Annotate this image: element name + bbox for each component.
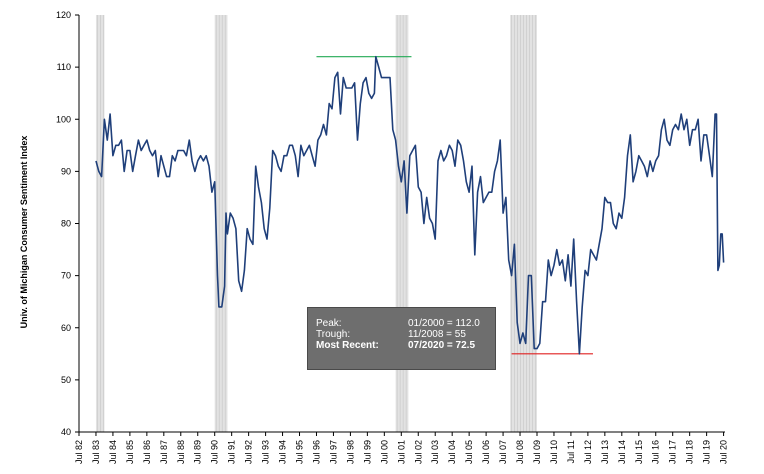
y-tick-label: 80 [61,219,71,229]
most-recent-row: Most Recent: 07/2020 = 72.5 [316,340,487,351]
x-tick-label: Jul 05 [464,440,474,464]
y-tick-label: 60 [61,323,71,333]
trough-row: Trough: 11/2008 = 55 [316,329,487,340]
x-tick-label: Jul 82 [74,440,84,464]
x-tick-label: Jul 17 [668,440,678,464]
x-tick-label: Jul 94 [278,440,288,464]
x-tick-label: Jul 84 [108,440,118,464]
x-tick-label: Jul 97 [328,440,338,464]
stats-annotation-box: Peak: 01/2000 = 112.0 Trough: 11/2008 = … [307,307,496,370]
x-tick-label: Jul 93 [261,440,271,464]
x-tick-label: Jul 19 [702,440,712,464]
y-tick-label: 40 [61,427,71,437]
x-tick-label: Jul 00 [379,440,389,464]
peak-row: Peak: 01/2000 = 112.0 [316,318,487,329]
x-ticks: Jul 82 Jul 83 Jul 84 Jul 85 Jul 86 Jul 87 Jul … [74,432,729,464]
x-tick-label: Jul 99 [362,440,372,464]
x-tick-label: Jul 14 [617,440,627,464]
x-tick-label: Jul 10 [549,440,559,464]
x-tick-label: Jul 90 [210,440,220,464]
x-tick-label: Jul 02 [413,440,423,464]
x-tick-label: Jul 89 [193,440,203,464]
y-tick-label: 110 [57,62,71,72]
x-tick-label: Jul 15 [634,440,644,464]
x-tick-label: Jul 85 [125,440,135,464]
series [95,55,725,355]
x-tick-label: Jul 20 [719,440,729,464]
y-tick-label: 100 [56,114,71,124]
x-tick-label: Jul 07 [498,440,508,464]
x-tick-label: Jul 98 [345,440,355,464]
x-tick-label: Jul 96 [311,440,321,464]
x-tick-label: Jul 92 [244,440,254,464]
y-axis-label: Univ. of Michigan Consumer Sentiment Ind… [19,136,29,329]
peak-label: Peak: [316,318,342,329]
x-tick-label: Jul 09 [532,440,542,464]
x-tick-label: Jul 91 [227,440,237,464]
x-tick-label: Jul 08 [515,440,525,464]
trough-value: 11/2008 = 55 [408,329,466,340]
x-tick-label: Jul 95 [295,440,305,464]
x-tick-label: Jul 18 [685,440,695,464]
x-tick-label: Jul 03 [430,440,440,464]
recession-band [214,15,228,432]
x-tick-label: Jul 06 [481,440,491,464]
most-recent-value: 07/2020 = 72.5 [408,340,476,351]
x-tick-label: Jul 11 [566,440,576,463]
x-tick-label: Jul 13 [600,440,610,464]
x-tick-label: Jul 12 [583,440,593,464]
x-tick-label: Jul 83 [91,440,101,464]
y-ticks: 40 50 60 70 80 90 100 110 120 [56,10,79,437]
x-tick-label: Jul 86 [142,440,152,464]
peak-value: 01/2000 = 112.0 [408,318,480,329]
x-tick-label: Jul 01 [396,440,406,464]
x-tick-label: Jul 88 [176,440,186,464]
x-tick-label: Jul 87 [159,440,169,464]
y-tick-label: 120 [56,10,71,20]
y-tick-label: 70 [61,271,71,281]
sentiment-series-line [95,55,725,355]
x-tick-label: Jul 04 [447,440,457,464]
y-tick-label: 50 [61,375,71,385]
x-tick-label: Jul 16 [651,440,661,464]
trough-label: Trough: [316,329,351,340]
y-tick-label: 90 [61,166,71,176]
most-recent-label: Most Recent: [316,340,379,351]
